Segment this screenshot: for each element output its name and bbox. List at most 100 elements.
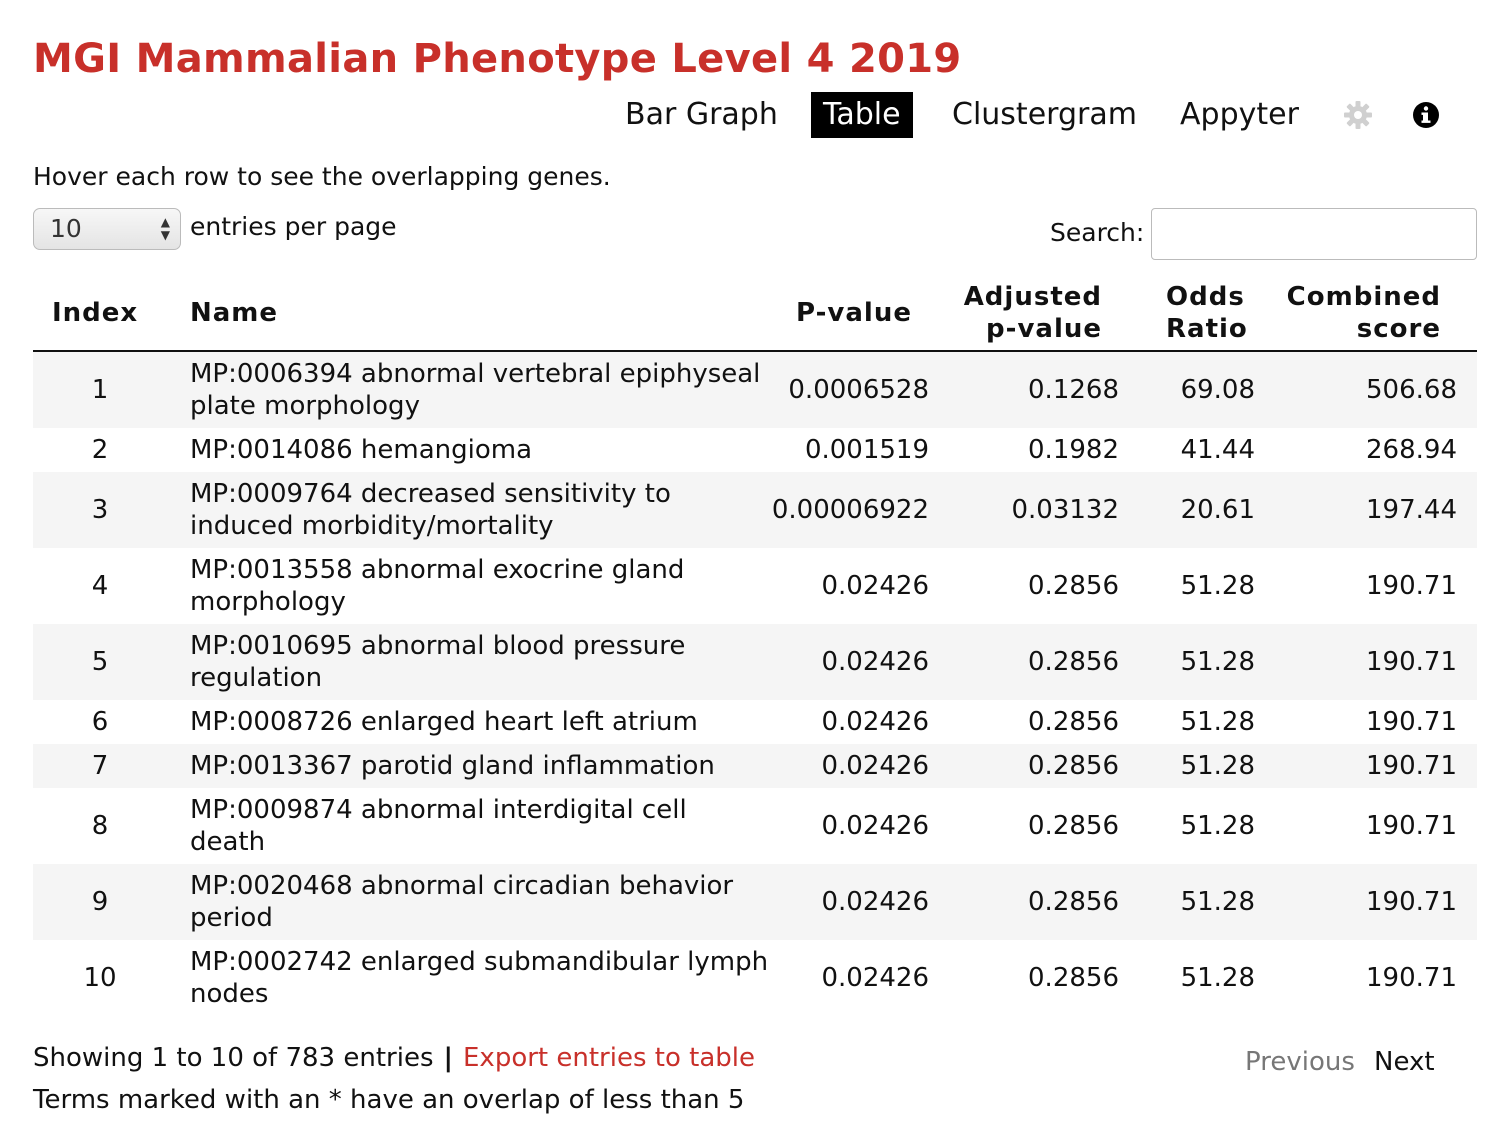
cell-odds-ratio: 51.28 bbox=[1180, 887, 1255, 917]
cell-index: 3 bbox=[91, 495, 109, 525]
cell-adjusted-pvalue: 0.1982 bbox=[1028, 435, 1119, 465]
cell-odds-ratio: 51.28 bbox=[1180, 647, 1255, 677]
cell-index: 8 bbox=[91, 811, 109, 841]
cell-odds-ratio: 69.08 bbox=[1180, 375, 1255, 405]
cell-name: MP:0009764 decreased sensitivity to indu… bbox=[190, 479, 671, 541]
cell-odds-ratio: 51.28 bbox=[1180, 571, 1255, 601]
column-header-name[interactable]: Name bbox=[190, 298, 279, 328]
cell-adjusted-pvalue: 0.2856 bbox=[1028, 647, 1119, 677]
page-title: MGI Mammalian Phenotype Level 4 2019 bbox=[33, 36, 962, 82]
cell-combined-score: 190.71 bbox=[1366, 647, 1457, 677]
cell-index: 9 bbox=[91, 887, 109, 917]
table-header: Index Name P-value Adjusted p-value Odds R… bbox=[33, 278, 1477, 352]
cell-pvalue: 0.02426 bbox=[821, 751, 929, 781]
export-entries-link[interactable]: Export entries to table bbox=[463, 1043, 755, 1073]
cell-index: 7 bbox=[91, 751, 109, 781]
cell-index: 1 bbox=[91, 375, 109, 405]
cell-name: MP:0013367 parotid gland inflammation bbox=[190, 751, 715, 781]
results-table: Index Name P-value Adjusted p-value Odds R… bbox=[33, 278, 1477, 1016]
cell-pvalue: 0.001519 bbox=[804, 435, 929, 465]
entries-select-value: 10 bbox=[50, 214, 82, 243]
table-row[interactable]: 3 MP:0009764 decreased sensitivity to ind… bbox=[33, 472, 1477, 548]
cell-combined-score: 190.71 bbox=[1366, 571, 1457, 601]
overlap-note: Terms marked with an * have an overlap o… bbox=[33, 1085, 745, 1115]
cell-index: 6 bbox=[91, 707, 109, 737]
search-input[interactable] bbox=[1151, 208, 1477, 260]
cell-index: 10 bbox=[83, 963, 117, 993]
cell-adjusted-pvalue: 0.2856 bbox=[1028, 811, 1119, 841]
entries-per-page-label: entries per page bbox=[190, 212, 397, 241]
cell-combined-score: 190.71 bbox=[1366, 751, 1457, 781]
column-header-pvalue[interactable]: P-value bbox=[796, 298, 912, 328]
table-body: 1 MP:0006394 abnormal vertebral epiphysea… bbox=[33, 352, 1477, 1016]
pagination-info: Showing 1 to 10 of 783 entries | Export en… bbox=[33, 1043, 755, 1073]
table-row[interactable]: 7 MP:0013367 parotid gland inflammation 0.… bbox=[33, 744, 1477, 788]
cell-pvalue: 0.02426 bbox=[821, 571, 929, 601]
cell-adjusted-pvalue: 0.1268 bbox=[1028, 375, 1119, 405]
table-row[interactable]: 6 MP:0008726 enlarged heart left atrium 0.… bbox=[33, 700, 1477, 744]
tab-clustergram[interactable]: Clustergram bbox=[952, 97, 1137, 132]
column-header-index[interactable]: Index bbox=[52, 298, 139, 328]
cell-adjusted-pvalue: 0.2856 bbox=[1028, 707, 1119, 737]
cell-name: MP:0009874 abnormal interdigital cell de… bbox=[190, 795, 687, 857]
cell-name: MP:0014086 hemangioma bbox=[190, 435, 533, 465]
next-page-button[interactable]: Next bbox=[1374, 1047, 1435, 1077]
table-row[interactable]: 8 MP:0009874 abnormal interdigital cell d… bbox=[33, 788, 1477, 864]
column-header-adjusted-pvalue[interactable]: Adjusted p-value bbox=[963, 282, 1102, 344]
cell-name: MP:0002742 enlarged submandibular lymph … bbox=[190, 947, 769, 1009]
table-row[interactable]: 1 MP:0006394 abnormal vertebral epiphysea… bbox=[33, 352, 1477, 428]
cell-combined-score: 506.68 bbox=[1366, 375, 1457, 405]
cell-name: MP:0008726 enlarged heart left atrium bbox=[190, 707, 698, 737]
cell-combined-score: 190.71 bbox=[1366, 963, 1457, 993]
table-row[interactable]: 5 MP:0010695 abnormal blood pressure regu… bbox=[33, 624, 1477, 700]
table-row[interactable]: 10 MP:0002742 enlarged submandibular lymp… bbox=[33, 940, 1477, 1016]
cell-odds-ratio: 41.44 bbox=[1180, 435, 1255, 465]
cell-name: MP:0006394 abnormal vertebral epiphyseal… bbox=[190, 359, 761, 421]
select-arrows-icon: ▲ ▼ bbox=[160, 215, 170, 242]
cell-adjusted-pvalue: 0.2856 bbox=[1028, 887, 1119, 917]
tab-bar-graph[interactable]: Bar Graph bbox=[625, 97, 778, 132]
cell-odds-ratio: 51.28 bbox=[1180, 963, 1255, 993]
hover-hint: Hover each row to see the overlapping ge… bbox=[33, 162, 611, 191]
cell-pvalue: 0.0006528 bbox=[788, 375, 929, 405]
table-row[interactable]: 2 MP:0014086 hemangioma 0.001519 0.1982 41.4… bbox=[33, 428, 1477, 472]
cell-pvalue: 0.02426 bbox=[821, 887, 929, 917]
cell-adjusted-pvalue: 0.03132 bbox=[1011, 495, 1119, 525]
table-row[interactable]: 4 MP:0013558 abnormal exocrine gland morp… bbox=[33, 548, 1477, 624]
cell-combined-score: 190.71 bbox=[1366, 811, 1457, 841]
cell-adjusted-pvalue: 0.2856 bbox=[1028, 571, 1119, 601]
cell-combined-score: 268.94 bbox=[1366, 435, 1457, 465]
cell-odds-ratio: 51.28 bbox=[1180, 751, 1255, 781]
tab-appyter[interactable]: Appyter bbox=[1180, 97, 1299, 132]
cell-adjusted-pvalue: 0.2856 bbox=[1028, 963, 1119, 993]
cell-pvalue: 0.02426 bbox=[821, 647, 929, 677]
tab-table[interactable]: Table bbox=[811, 92, 913, 138]
column-header-odds-ratio[interactable]: Odds Ratio bbox=[1166, 282, 1248, 344]
cell-index: 5 bbox=[91, 647, 109, 677]
previous-page-button[interactable]: Previous bbox=[1245, 1047, 1355, 1077]
cell-pvalue: 0.00006922 bbox=[771, 495, 929, 525]
info-icon[interactable] bbox=[1411, 100, 1441, 130]
cell-combined-score: 190.71 bbox=[1366, 707, 1457, 737]
cell-name: MP:0020468 abnormal circadian behavior p… bbox=[190, 871, 734, 933]
cell-odds-ratio: 51.28 bbox=[1180, 811, 1255, 841]
cell-pvalue: 0.02426 bbox=[821, 811, 929, 841]
cell-name: MP:0010695 abnormal blood pressure regul… bbox=[190, 631, 686, 693]
showing-entries-text: Showing 1 to 10 of 783 entries bbox=[33, 1043, 434, 1073]
table-row[interactable]: 9 MP:0020468 abnormal circadian behavior … bbox=[33, 864, 1477, 940]
view-tabs: Bar Graph Table Clustergram Appyter bbox=[0, 92, 1500, 138]
cell-pvalue: 0.02426 bbox=[821, 963, 929, 993]
cell-name: MP:0013558 abnormal exocrine gland morph… bbox=[190, 555, 685, 617]
cell-adjusted-pvalue: 0.2856 bbox=[1028, 751, 1119, 781]
search-label: Search: bbox=[1050, 218, 1145, 247]
cell-combined-score: 190.71 bbox=[1366, 887, 1457, 917]
column-header-combined-score[interactable]: Combined score bbox=[1286, 282, 1441, 344]
cell-pvalue: 0.02426 bbox=[821, 707, 929, 737]
cell-combined-score: 197.44 bbox=[1366, 495, 1457, 525]
footer-separator: | bbox=[443, 1043, 454, 1073]
entries-per-page-select[interactable]: 10 ▲ ▼ bbox=[33, 208, 181, 250]
cell-odds-ratio: 20.61 bbox=[1180, 495, 1255, 525]
gear-icon[interactable] bbox=[1343, 100, 1373, 130]
cell-index: 2 bbox=[91, 435, 109, 465]
cell-odds-ratio: 51.28 bbox=[1180, 707, 1255, 737]
